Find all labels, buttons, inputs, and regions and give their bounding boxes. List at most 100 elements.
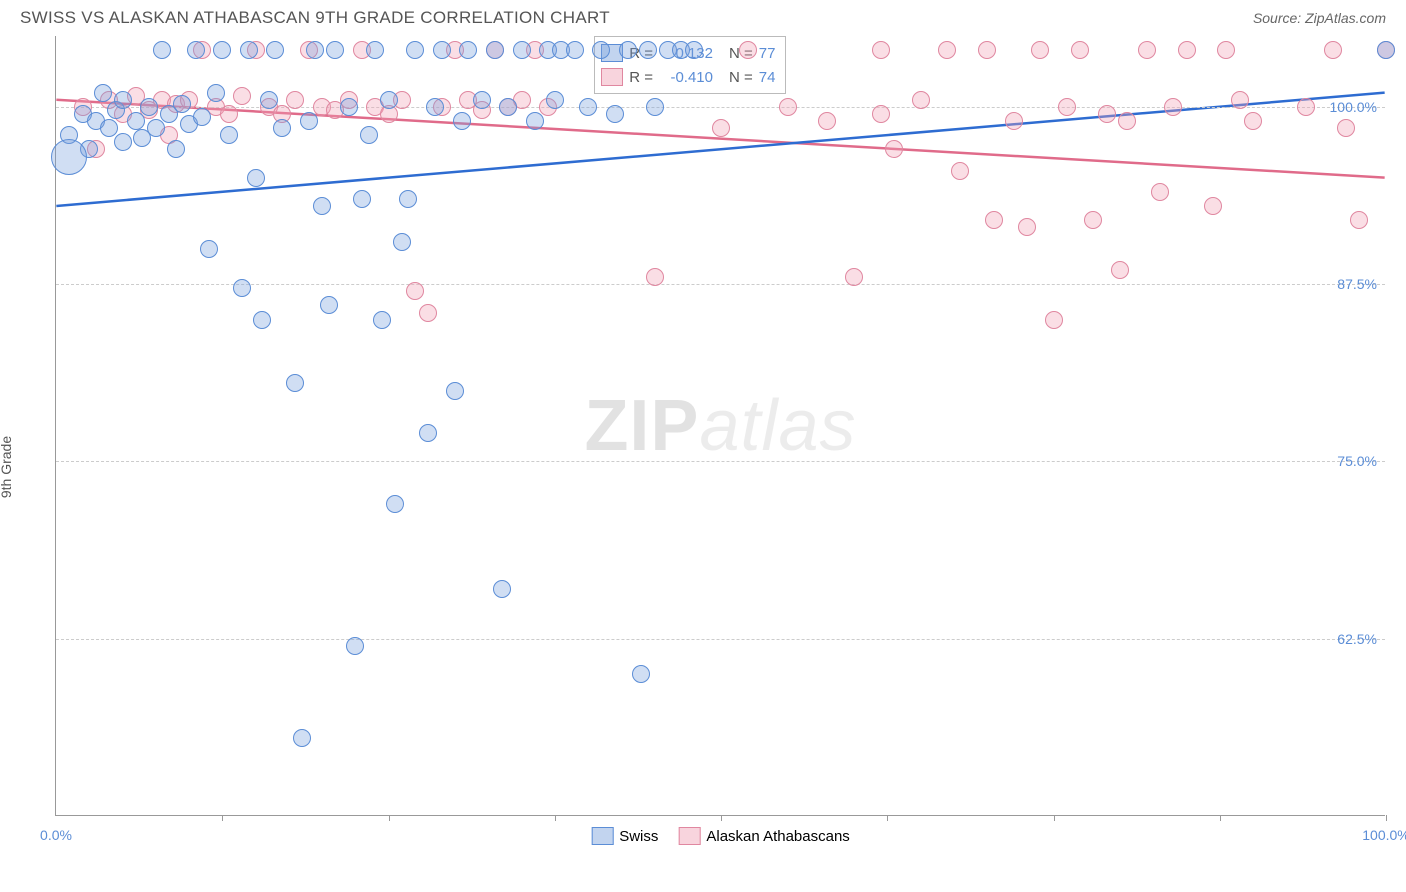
swiss-point [220,126,238,144]
alaskan-point [1045,311,1063,329]
swiss-point [114,91,132,109]
alaskan-point [712,119,730,137]
chart-container: 9th Grade ZIPatlas R =0.132N =77R =-0.41… [0,34,1406,884]
alaskan-point [406,282,424,300]
alaskan-point [1111,261,1129,279]
swiss-point [685,41,703,59]
swiss-point [313,197,331,215]
x-tick [887,815,888,821]
swiss-point [426,98,444,116]
swiss-point [353,190,371,208]
swiss-point [340,98,358,116]
plot-area: ZIPatlas R =0.132N =77R =-0.410N =74 Swi… [55,36,1385,816]
swiss-point [240,41,258,59]
x-tick [389,815,390,821]
alaskan-point [1138,41,1156,59]
y-tick-label: 75.0% [1337,453,1377,469]
alaskan-point [779,98,797,116]
alaskan-point [1231,91,1249,109]
swiss-point [286,374,304,392]
swiss-point [247,169,265,187]
swiss-point [646,98,664,116]
alaskan-point [1071,41,1089,59]
n-value: 77 [759,45,776,62]
swiss-point [207,84,225,102]
swiss-point [94,84,112,102]
swiss-point [147,119,165,137]
swiss-point [233,279,251,297]
swiss-point [566,41,584,59]
swiss-point [473,91,491,109]
alaskan-point [1297,98,1315,116]
alaskan-point [1350,211,1368,229]
swiss-point [453,112,471,130]
swiss-point [114,133,132,151]
swiss-point [592,41,610,59]
swiss-point [326,41,344,59]
gridline [56,107,1385,108]
swiss-point-large [51,139,87,175]
swiss-point [200,240,218,258]
swiss-point [320,296,338,314]
alaskan-point [1164,98,1182,116]
swiss-point [346,637,364,655]
r-label: R = [629,69,653,86]
swiss-point [433,41,451,59]
alaskan-point [233,87,251,105]
alaskan-point [845,268,863,286]
x-tick [222,815,223,821]
swiss-point [380,91,398,109]
gridline [56,284,1385,285]
swiss-swatch [591,827,613,845]
y-tick-label: 87.5% [1337,276,1377,292]
swiss-point [1377,41,1395,59]
swiss-point [293,729,311,747]
alaskan-point [1324,41,1342,59]
x-tick [1054,815,1055,821]
alaskan-point [1031,41,1049,59]
alaskan-point [872,105,890,123]
x-tick-label: 100.0% [1362,827,1406,843]
alaskan-point [978,41,996,59]
swiss-point [167,140,185,158]
alaskan-point [1244,112,1262,130]
swiss-point [266,41,284,59]
swiss-point [260,91,278,109]
alaskan-point [1217,41,1235,59]
swiss-point [140,98,158,116]
x-tick [1220,815,1221,821]
swiss-point [606,105,624,123]
swiss-point [300,112,318,130]
y-tick-label: 62.5% [1337,631,1377,647]
swiss-point [493,580,511,598]
swiss-point [127,112,145,130]
swiss-label: Swiss [619,828,658,845]
swiss-point [153,41,171,59]
swiss-point [419,424,437,442]
chart-title: SWISS VS ALASKAN ATHABASCAN 9TH GRADE CO… [20,8,610,28]
swiss-point [446,382,464,400]
alaskan-point [1098,105,1116,123]
alaskan-point [739,41,757,59]
swiss-point [619,41,637,59]
x-tick [721,815,722,821]
swiss-point [486,41,504,59]
alaskan-point [419,304,437,322]
legend-alaskan: Alaskan Athabascans [678,827,849,845]
swiss-point [579,98,597,116]
swiss-point [213,41,231,59]
swiss-point [513,41,531,59]
swiss-point [406,41,424,59]
series-legend: Swiss Alaskan Athabascans [591,827,850,845]
x-tick [1386,815,1387,821]
gridline [56,461,1385,462]
swiss-point [386,495,404,513]
x-tick [555,815,556,821]
gridline [56,639,1385,640]
swiss-point [373,311,391,329]
alaskan-label: Alaskan Athabascans [706,828,849,845]
alaskan-point [818,112,836,130]
swiss-point [639,41,657,59]
alaskan-point [1058,98,1076,116]
alaskan-point [1337,119,1355,137]
